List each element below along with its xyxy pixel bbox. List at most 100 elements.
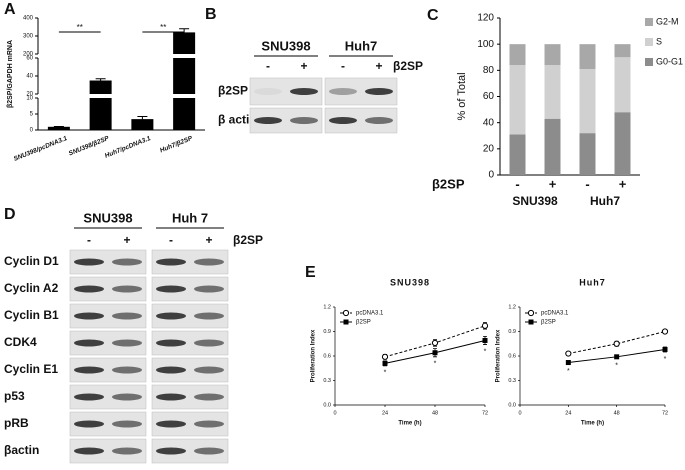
y-tick-label: 80	[483, 65, 495, 76]
blot-band	[156, 447, 186, 455]
blot-band	[112, 393, 142, 401]
bar	[89, 80, 112, 94]
y-tick-label: 100	[477, 39, 494, 50]
bar	[47, 126, 70, 130]
bar	[173, 58, 196, 94]
y-tick-label: 0	[488, 170, 494, 181]
blot-band	[329, 117, 357, 124]
point-label: *	[484, 348, 487, 355]
x-axis-label: Time (h)	[398, 421, 421, 427]
lane-label: +	[300, 59, 307, 73]
group-label: SNU398	[83, 210, 132, 225]
blot-band	[112, 312, 142, 320]
blot-band	[290, 117, 318, 124]
x-tick-label: Huh7/β2SP	[159, 135, 194, 155]
lane-label: +	[375, 59, 382, 73]
panel-label: E	[305, 264, 316, 281]
y-tick-label: 20	[483, 143, 495, 154]
bar-segment	[544, 65, 561, 119]
panel-label: A	[4, 1, 16, 18]
legend-label: S	[656, 36, 662, 46]
panel-label: C	[427, 7, 439, 24]
data-point	[481, 322, 489, 329]
data-point	[431, 339, 439, 347]
data-point	[382, 360, 388, 366]
blot-band	[365, 117, 393, 124]
blot-band	[112, 420, 142, 428]
chart-title: SNU398	[390, 277, 430, 287]
y-tick-label: 0	[30, 128, 34, 134]
blot-band	[74, 366, 104, 374]
blot-band	[254, 117, 282, 124]
bar	[173, 98, 196, 130]
data-point	[482, 337, 488, 343]
series-line	[568, 331, 666, 355]
y-tick-label: 1.2	[508, 304, 516, 310]
x-tick-label: Huh7/pcDNA3.1	[104, 135, 152, 160]
blot-band	[112, 447, 142, 455]
blot-band	[194, 420, 224, 428]
group-label: Huh 7	[172, 210, 208, 225]
y-tick-label: 0.3	[323, 378, 331, 384]
blot-band	[194, 312, 224, 320]
blot-band	[194, 366, 224, 374]
blot-band	[74, 447, 104, 455]
y-tick-label: 0.0	[508, 402, 516, 408]
x-tick-label: 24	[382, 410, 388, 416]
blot-band	[112, 339, 142, 347]
bar-segment	[614, 57, 631, 113]
treatment-label: β2SP	[233, 233, 263, 247]
legend-label: β2SP	[541, 320, 556, 326]
row-label: Cyclin A2	[4, 281, 59, 295]
y-tick-label: 40	[483, 117, 495, 128]
y-tick-label: 40	[26, 74, 33, 80]
legend-label: pcDNA3.1	[356, 311, 384, 317]
y-axis-label: Proliferation Index	[311, 329, 317, 382]
legend-marker	[342, 309, 350, 317]
y-axis-label: % of Total	[456, 72, 468, 120]
data-point	[662, 346, 668, 352]
data-point	[614, 354, 620, 360]
blot-band	[365, 88, 393, 95]
blot-band	[112, 366, 142, 374]
treatment-label: β2SP	[393, 59, 423, 73]
y-tick-label: 120	[477, 13, 494, 24]
x-axis-label: Time (h)	[581, 421, 604, 427]
x-tick-label: 48	[432, 410, 438, 416]
blot-band	[156, 393, 186, 401]
x-tick-label: -	[515, 176, 519, 191]
data-point	[565, 350, 572, 357]
y-tick-label: 400	[23, 16, 34, 22]
y-tick-label: 60	[483, 91, 495, 102]
blot-band	[74, 393, 104, 401]
x-tick-label: 72	[662, 410, 668, 416]
error-bar	[95, 78, 106, 83]
x-tick-label: 24	[565, 410, 571, 416]
bar	[89, 98, 112, 130]
row-label: β actin	[218, 113, 257, 127]
y-tick-label: 5	[30, 112, 34, 118]
data-point	[613, 340, 620, 347]
legend-marker	[528, 319, 534, 325]
x-tick-label: 48	[614, 410, 620, 416]
point-label: *	[434, 361, 437, 368]
row-label: Cyclin E1	[4, 362, 58, 376]
annotation: **	[77, 23, 83, 32]
blot-band	[156, 312, 186, 320]
blot-band	[156, 285, 186, 293]
point-label: *	[664, 356, 667, 363]
lane-label: -	[341, 59, 345, 73]
row-label: β2SP	[218, 84, 248, 98]
point-label: *	[615, 362, 618, 369]
row-label: p53	[4, 389, 25, 403]
blot-band	[112, 258, 142, 266]
legend-swatch	[645, 18, 653, 26]
y-tick-label: 0.3	[508, 378, 516, 384]
bar-segment	[579, 133, 596, 175]
blot-band	[194, 258, 224, 266]
row-label: Cyclin B1	[4, 308, 59, 322]
y-tick-label: 200	[23, 52, 34, 58]
row-label: CDK4	[4, 335, 37, 349]
error-bar	[137, 116, 148, 122]
